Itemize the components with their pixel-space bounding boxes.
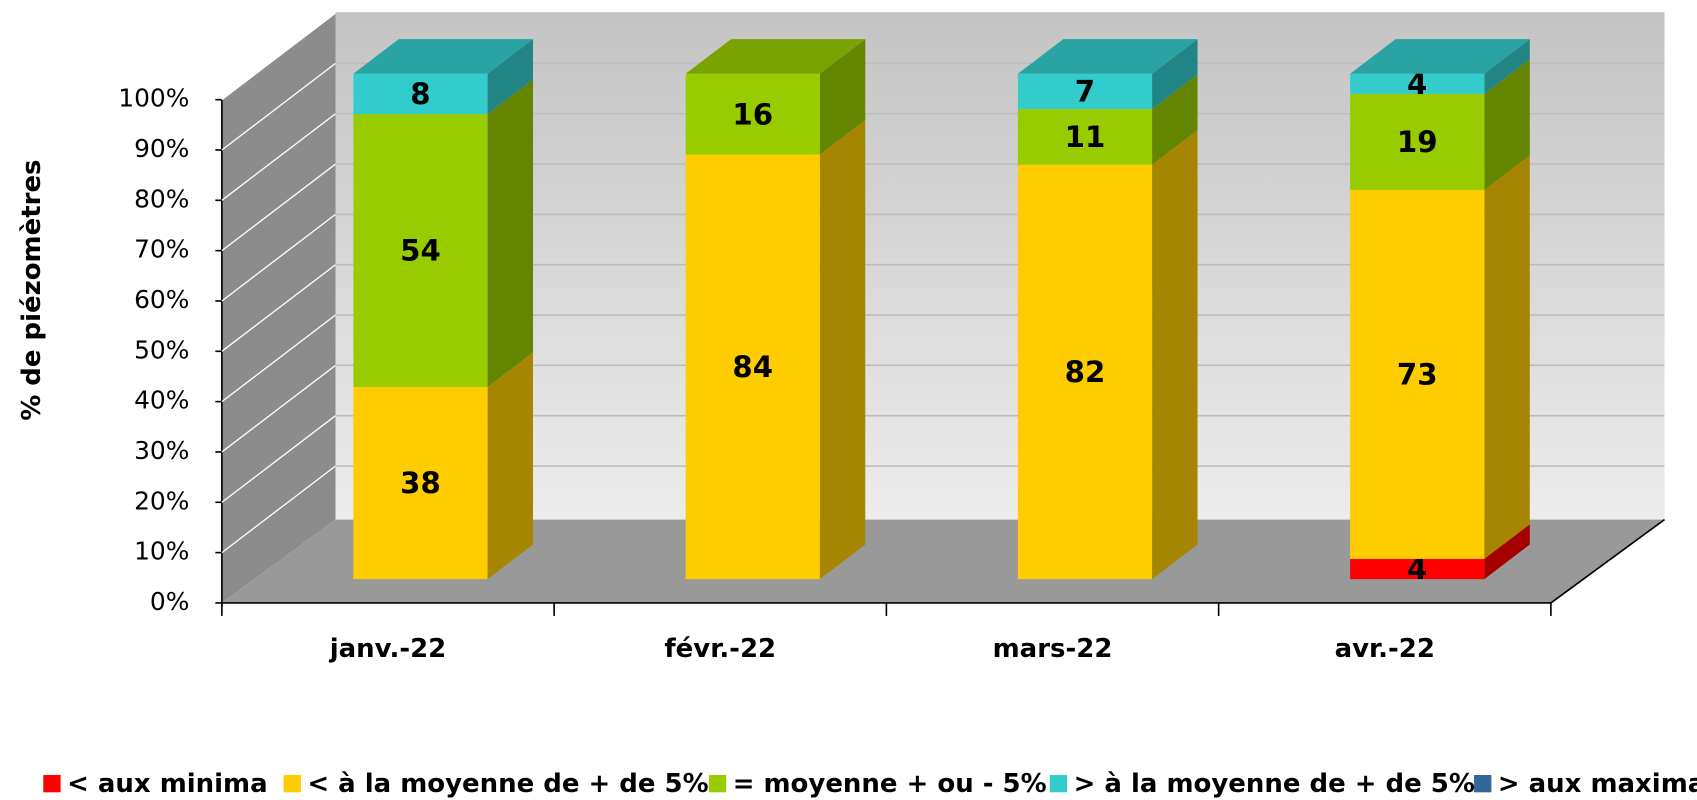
bar	[1017, 73, 1153, 110]
legend-label: > aux maxima	[1498, 769, 1697, 799]
y-tick-label: 20%	[134, 486, 189, 515]
y-tick-label: 40%	[134, 386, 189, 415]
bar-top	[1017, 39, 1198, 74]
legend-label: < à la moyenne de + de 5%	[307, 769, 708, 799]
x-tick-label: avr.-22	[1335, 634, 1435, 664]
grid-line	[221, 62, 336, 151]
grid-line	[221, 415, 336, 503]
legend-swatch	[1049, 775, 1068, 793]
data-label: 4	[1407, 67, 1427, 101]
y-tick-label: 80%	[134, 184, 189, 213]
legend-swatch	[43, 775, 61, 793]
bar	[353, 387, 488, 580]
grid-line	[221, 364, 336, 453]
bar	[1350, 189, 1485, 559]
legend-swatch	[1474, 775, 1492, 793]
bar-side	[819, 119, 866, 580]
legend-label: = moyenne + ou - 5%	[733, 769, 1047, 799]
data-label: 19	[1397, 125, 1438, 159]
data-label: 84	[732, 350, 773, 384]
bar	[1350, 73, 1485, 94]
y-tick-label: 70%	[134, 235, 189, 264]
y-axis-title: % de piézomètres	[17, 159, 47, 420]
x-tick-label: févr.-22	[664, 634, 776, 664]
grid-line	[221, 213, 336, 302]
y-tick-label: 50%	[134, 335, 189, 364]
y-tick-label: 10%	[134, 537, 189, 566]
legend-swatch	[708, 775, 727, 793]
legend-label: > à la moyenne de + de 5%	[1074, 769, 1475, 799]
bar-side	[1152, 39, 1198, 110]
data-label: 73	[1397, 358, 1438, 392]
data-label: 4	[1407, 552, 1427, 586]
y-tick-label: 0%	[150, 587, 189, 616]
y-tick-label: 60%	[134, 285, 189, 314]
bar-top	[353, 39, 534, 74]
bar	[353, 73, 488, 115]
bar	[1017, 164, 1153, 580]
bar-side	[487, 352, 534, 580]
data-label: 8	[410, 77, 430, 111]
grid-line	[221, 465, 336, 554]
bar-side	[1484, 39, 1530, 94]
y-tick-label: 100%	[118, 84, 189, 113]
bar-side	[1484, 524, 1530, 580]
bar	[1017, 109, 1153, 165]
bar	[1350, 558, 1485, 580]
bar	[1350, 93, 1485, 190]
data-label: 38	[400, 466, 441, 500]
bar-side	[819, 39, 866, 155]
y-tick-label: 30%	[134, 436, 189, 465]
data-label: 54	[400, 234, 441, 268]
grid-line	[221, 113, 336, 201]
grid-line	[221, 163, 336, 252]
data-label: 16	[732, 97, 773, 131]
grid-line	[221, 314, 336, 403]
legend-label: < aux minima	[67, 769, 268, 799]
bar-side	[1152, 74, 1198, 165]
data-label: 11	[1065, 120, 1106, 154]
bar-top	[685, 39, 866, 74]
bar-side	[487, 79, 534, 388]
bar-side	[487, 39, 534, 115]
data-label: 82	[1065, 355, 1106, 389]
bar-top	[1350, 39, 1530, 74]
grid-line	[221, 264, 336, 352]
back-wall	[335, 13, 1665, 520]
bar-side	[1484, 59, 1530, 190]
y-tick-label: 90%	[134, 134, 189, 163]
legend-swatch	[283, 775, 301, 793]
floor-edge	[1550, 518, 1666, 604]
x-tick-label: mars-22	[993, 634, 1113, 664]
x-tick-label: janv.-22	[329, 634, 447, 664]
grid-line	[221, 12, 336, 101]
bar	[685, 73, 820, 155]
bar-side	[1484, 155, 1530, 559]
bar	[685, 154, 820, 580]
bar	[353, 114, 488, 388]
floor	[221, 519, 1665, 603]
data-label: 7	[1075, 75, 1095, 109]
bar-side	[1152, 130, 1198, 580]
